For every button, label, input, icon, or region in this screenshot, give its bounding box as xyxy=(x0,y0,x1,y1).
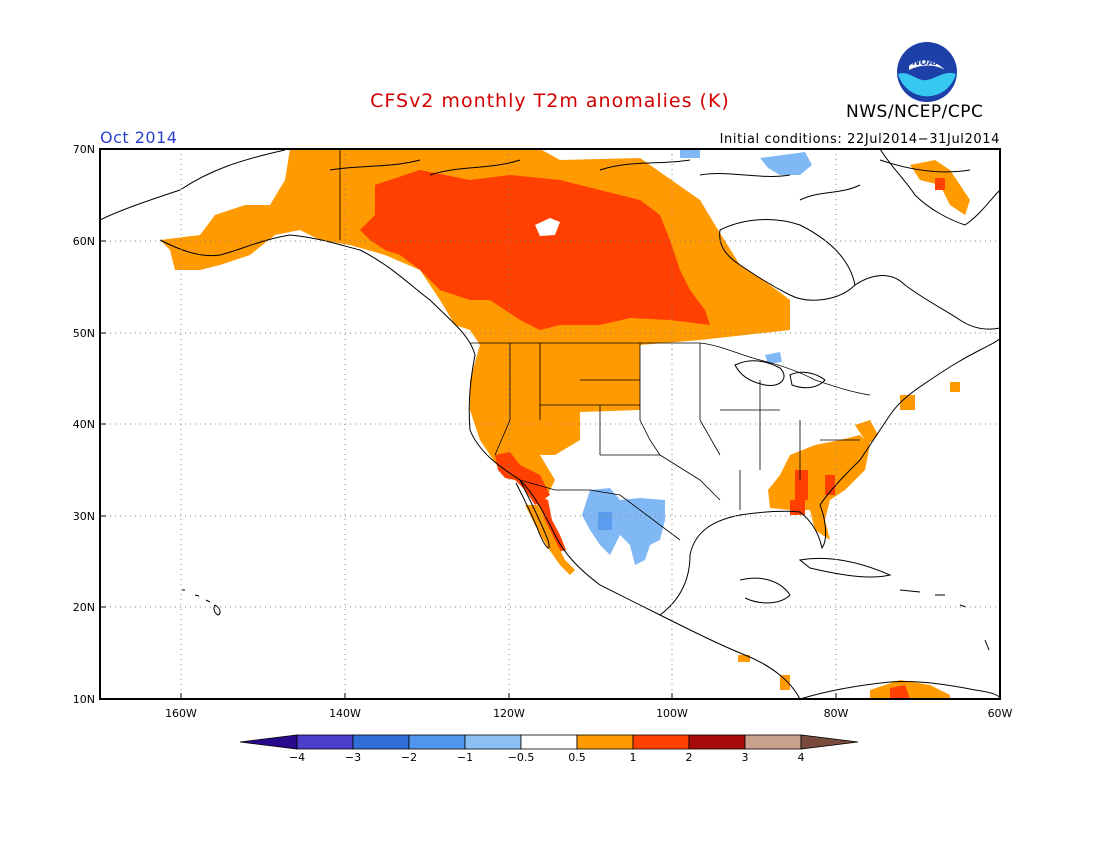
agency-label: NWS/NCEP/CPC xyxy=(846,102,984,122)
colorbar-swatch xyxy=(632,734,690,750)
colorbar-swatch xyxy=(576,734,634,750)
lat-axis: 70N 60N 50N 40N 30N 20N 10N xyxy=(73,143,95,706)
warm-anomaly-southeast xyxy=(768,435,870,540)
colorbar-label: −2 xyxy=(401,751,417,764)
colorbar-swatch xyxy=(464,734,522,750)
lon-tick-label: 160W xyxy=(165,707,197,720)
colorbar-swatch xyxy=(408,734,466,750)
colorbar-swatch xyxy=(744,734,802,750)
colorbar-label: −3 xyxy=(345,751,361,764)
coastlines xyxy=(100,149,1000,699)
lon-tick-label: 100W xyxy=(656,707,688,720)
strong-warm-anomaly-southwest xyxy=(495,452,550,505)
lat-tick-label: 10N xyxy=(73,693,95,706)
noaa-logo: NOAA xyxy=(895,40,959,108)
colorbar-swatch xyxy=(296,734,354,750)
lon-axis: 160W 140W 120W 100W 80W 60W xyxy=(165,707,1012,720)
colorbar-swatch xyxy=(688,734,746,750)
cool-anomaly-mexico xyxy=(582,488,665,565)
colorbar-label: 2 xyxy=(686,751,693,764)
logo-text: NOAA xyxy=(912,58,941,68)
lon-tick-label: 80W xyxy=(824,707,849,720)
strong-warm-anomaly-canada xyxy=(360,170,710,330)
lon-tick-label: 120W xyxy=(493,707,525,720)
lat-tick-label: 20N xyxy=(73,601,95,614)
valid-month: Oct 2014 xyxy=(100,128,178,147)
lat-tick-label: 50N xyxy=(73,327,95,340)
colorbar-arrow-high xyxy=(800,734,859,750)
chart-title: CFSv2 monthly T2m anomalies (K) xyxy=(370,90,730,112)
lat-tick-label: 60N xyxy=(73,235,95,248)
political-borders xyxy=(339,149,871,541)
colorbar-swatch xyxy=(352,734,410,750)
lat-tick-label: 70N xyxy=(73,143,95,156)
colorbar-label: −4 xyxy=(289,751,305,764)
colorbar-swatch xyxy=(520,734,578,750)
colorbar-label: 3 xyxy=(742,751,749,764)
lon-tick-label: 60W xyxy=(988,707,1013,720)
lat-tick-label: 40N xyxy=(73,418,95,431)
colorbar-label: 0.5 xyxy=(568,751,586,764)
colorbar: −4 −3 −2 −1 −0.5 0.5 1 2 3 4 xyxy=(239,734,859,764)
colorbar-label: 1 xyxy=(630,751,637,764)
anomaly-shading xyxy=(160,149,970,699)
colorbar-label: −1 xyxy=(457,751,473,764)
lat-tick-label: 30N xyxy=(73,510,95,523)
colorbar-label: 4 xyxy=(798,751,805,764)
lon-tick-label: 140W xyxy=(329,707,361,720)
initial-conditions: Initial conditions: 22Jul2014−31Jul2014 xyxy=(719,132,1000,147)
colorbar-label: −0.5 xyxy=(508,751,535,764)
graticule xyxy=(100,149,1000,699)
colorbar-arrow-low xyxy=(239,734,298,750)
